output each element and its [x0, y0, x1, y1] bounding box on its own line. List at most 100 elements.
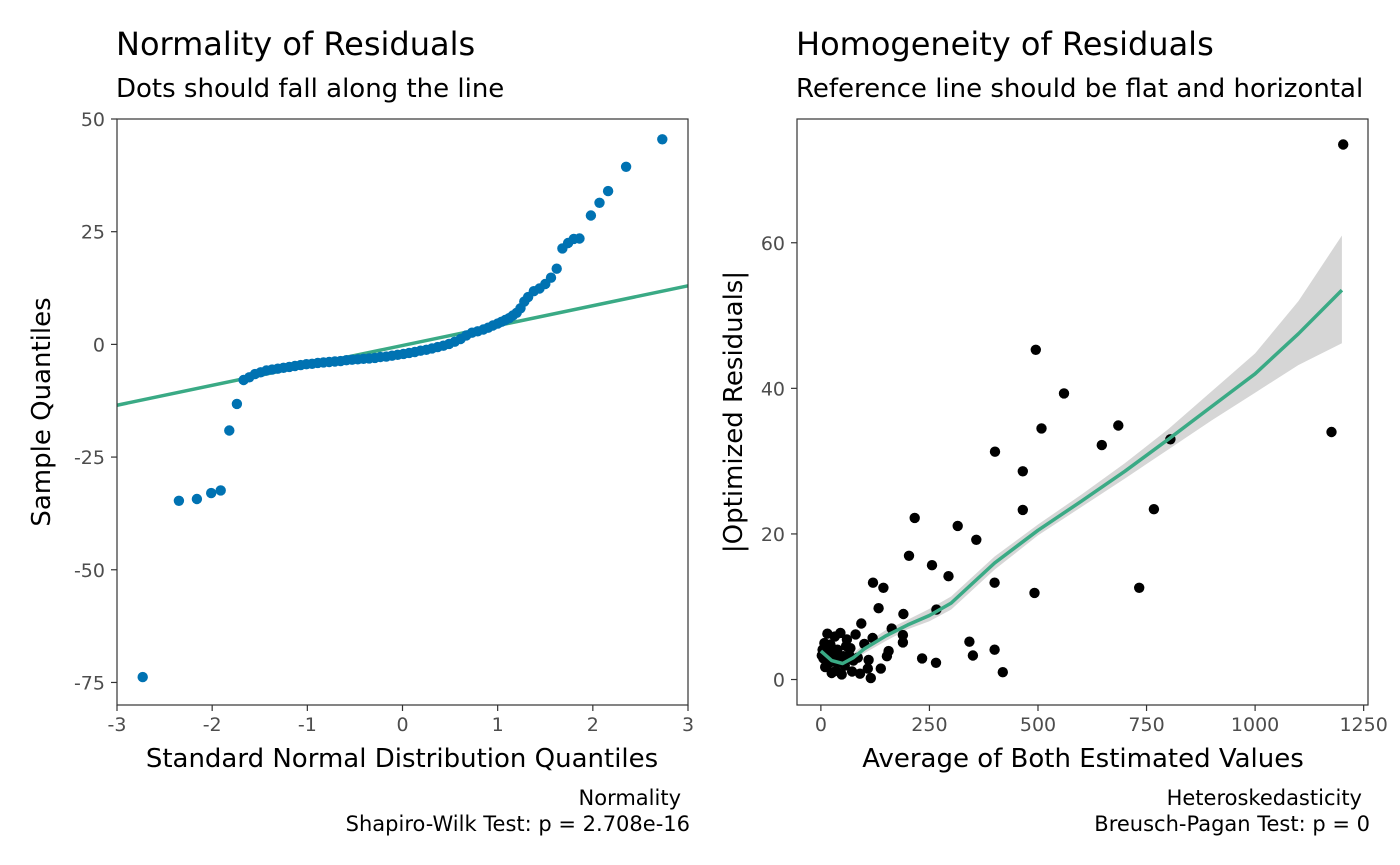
- homogeneity-x-tick-label: 500: [1020, 714, 1056, 736]
- homogeneity-data-point: [1058, 388, 1070, 399]
- normality-data-point: [594, 197, 605, 208]
- homogeneity-data-point: [1113, 420, 1124, 431]
- homogeneity-data-point: [1134, 582, 1145, 593]
- normality-x-tick-label: 0: [396, 714, 408, 736]
- homogeneity-points: [816, 139, 1349, 684]
- homogeneity-y-tick-label: 40: [761, 378, 785, 400]
- normality-x-tick-label: 1: [492, 714, 504, 736]
- homogeneity-data-point: [909, 512, 920, 524]
- homogeneity-data-point: [863, 654, 874, 666]
- homogeneity-data-point: [1148, 504, 1160, 515]
- homogeneity-panel: Homogeneity of Residuals Reference line …: [719, 25, 1388, 836]
- normality-data-point: [574, 233, 585, 244]
- homogeneity-data-point: [1338, 139, 1349, 150]
- homogeneity-caption-test-name: Heteroskedasticity: [1167, 786, 1362, 810]
- homogeneity-y-tick-label: 60: [761, 233, 785, 255]
- homogeneity-data-point: [1029, 587, 1040, 599]
- homogeneity-data-point: [903, 550, 915, 561]
- normality-data-point: [231, 398, 243, 410]
- homogeneity-plot-area: [816, 139, 1349, 684]
- homogeneity-data-point: [867, 577, 879, 588]
- homogeneity-data-point: [989, 644, 1000, 655]
- homogeneity-y-tick-label: 20: [761, 524, 785, 546]
- homogeneity-data-point: [1030, 344, 1042, 355]
- normality-y-tick-label: -50: [74, 560, 105, 582]
- normality-x-tick-label: -2: [203, 714, 222, 736]
- normality-data-point: [215, 485, 226, 496]
- homogeneity-data-point: [850, 629, 861, 640]
- homogeneity-data-point: [881, 651, 893, 662]
- homogeneity-x-tick-label: 750: [1128, 714, 1164, 736]
- homogeneity-subtitle: Reference line should be flat and horizo…: [796, 74, 1363, 104]
- homogeneity-data-point: [1017, 504, 1028, 516]
- homogeneity-data-point: [943, 571, 954, 582]
- normality-data-point: [545, 272, 557, 283]
- homogeneity-y-axis-title: |Optimized Residuals|: [719, 271, 749, 553]
- normality-reference-line: [116, 284, 689, 407]
- normality-data-point: [224, 425, 235, 436]
- homogeneity-axes: 0 250 500 750 1000 1250 0 20 40 60: [761, 233, 1388, 736]
- normality-panel: Normality of Residuals Dots should fall …: [27, 25, 694, 836]
- normality-y-tick-label: -25: [74, 447, 105, 469]
- homogeneity-data-point: [897, 629, 909, 641]
- homogeneity-data-point: [1017, 466, 1028, 477]
- normality-title: Normality of Residuals: [116, 25, 475, 63]
- normality-data-point: [620, 161, 632, 172]
- homogeneity-data-point: [926, 560, 938, 571]
- homogeneity-data-point: [989, 446, 1001, 457]
- homogeneity-data-point: [856, 618, 867, 629]
- homogeneity-data-point: [952, 520, 963, 532]
- homogeneity-data-point: [997, 667, 1008, 678]
- normality-y-axis-title: Sample Quantiles: [27, 297, 57, 526]
- homogeneity-caption-test-result: Breusch-Pagan Test: p = 0: [1094, 812, 1370, 836]
- homogeneity-data-point: [964, 636, 975, 647]
- homogeneity-data-point: [930, 657, 942, 668]
- homogeneity-data-point: [854, 668, 866, 679]
- homogeneity-data-point: [897, 637, 909, 648]
- homogeneity-data-point: [840, 640, 852, 652]
- normality-data-point: [657, 134, 668, 145]
- normality-x-tick-label: -3: [108, 714, 127, 736]
- homogeneity-y-tick-label: 0: [773, 670, 785, 692]
- homogeneity-data-point: [971, 534, 982, 545]
- homogeneity-x-axis-title: Average of Both Estimated Values: [862, 744, 1304, 774]
- homogeneity-data-point: [865, 672, 876, 684]
- normality-y-tick-label: 0: [93, 334, 105, 356]
- homogeneity-data-point: [878, 582, 889, 593]
- homogeneity-data-point: [873, 603, 884, 614]
- normality-subtitle: Dots should fall along the line: [116, 74, 504, 104]
- homogeneity-data-point: [875, 663, 886, 674]
- normality-axes: -3 -2 -1 0 1 2 3 -75 -50 -25 0 25 50: [74, 109, 694, 736]
- homogeneity-data-point: [1326, 426, 1337, 438]
- normality-data-point: [173, 495, 185, 506]
- normality-x-axis-title: Standard Normal Distribution Quantiles: [146, 744, 658, 774]
- homogeneity-data-point: [1096, 439, 1108, 451]
- homogeneity-data-point: [846, 666, 858, 677]
- homogeneity-data-point: [820, 661, 831, 673]
- homogeneity-plot-border: [796, 118, 1369, 706]
- normality-x-tick-label: -1: [298, 714, 317, 736]
- homogeneity-x-tick-label: 250: [911, 714, 947, 736]
- normality-y-tick-label: 25: [81, 222, 105, 244]
- homogeneity-data-point: [916, 653, 928, 664]
- normality-x-tick-label: 3: [682, 714, 694, 736]
- homogeneity-data-point: [1036, 423, 1047, 434]
- normality-data-point: [206, 487, 217, 499]
- normality-points: [137, 134, 668, 683]
- homogeneity-title: Homogeneity of Residuals: [796, 25, 1214, 63]
- normality-data-point: [585, 210, 597, 221]
- homogeneity-data-point: [898, 608, 909, 620]
- normality-data-point: [551, 263, 562, 274]
- homogeneity-data-point: [862, 663, 873, 674]
- normality-caption-test-name: Normality: [579, 786, 681, 810]
- normality-y-tick-label: 50: [81, 109, 105, 131]
- normality-data-point: [191, 493, 203, 505]
- normality-x-tick-label: 2: [587, 714, 599, 736]
- normality-data-point: [137, 671, 148, 683]
- homogeneity-x-tick-label: 0: [815, 714, 827, 736]
- homogeneity-data-point: [967, 650, 979, 661]
- homogeneity-data-point: [822, 628, 833, 639]
- homogeneity-data-point: [989, 577, 1000, 588]
- homogeneity-x-tick-label: 1000: [1231, 714, 1279, 736]
